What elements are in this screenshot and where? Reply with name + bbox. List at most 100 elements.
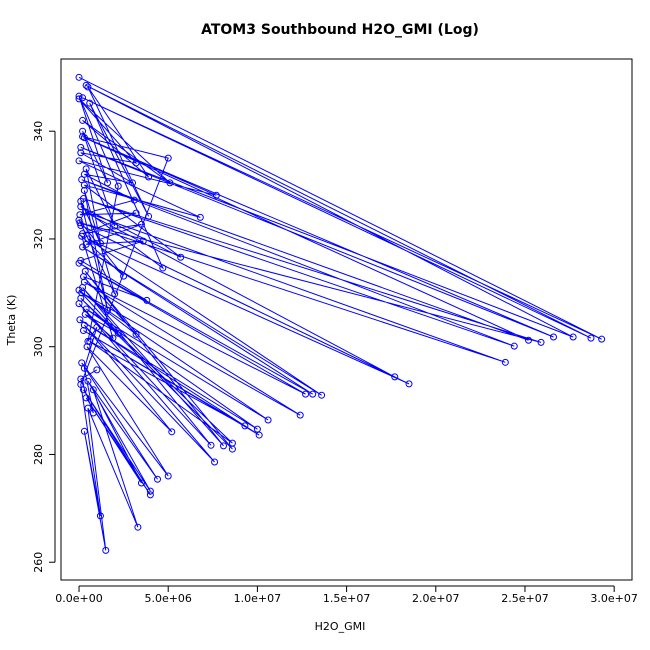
data-point xyxy=(75,300,83,308)
data-point xyxy=(134,523,142,531)
data-point xyxy=(96,512,104,520)
data-point xyxy=(79,327,87,335)
data-point xyxy=(79,127,87,135)
data-point xyxy=(139,237,147,245)
data-point xyxy=(146,487,154,495)
data-point xyxy=(129,179,137,187)
data-point xyxy=(143,296,151,304)
data-point xyxy=(537,338,545,346)
data-point xyxy=(241,422,249,430)
data-point xyxy=(78,176,86,184)
y-tick-label: 340 xyxy=(32,121,45,142)
data-point xyxy=(80,186,88,194)
data-point xyxy=(80,427,88,435)
data-point xyxy=(211,458,219,466)
data-point xyxy=(75,286,83,294)
data-point xyxy=(82,240,90,248)
data-point xyxy=(228,445,236,453)
x-tick-label: 2.0e+07 xyxy=(412,592,459,605)
data-point xyxy=(77,203,85,211)
data-point xyxy=(89,409,97,417)
plot-box xyxy=(60,58,633,581)
data-point xyxy=(78,359,86,367)
x-tick-label: 5.0e+06 xyxy=(144,592,191,605)
data-point xyxy=(550,333,558,341)
data-point xyxy=(76,316,84,324)
data-point xyxy=(587,334,595,342)
data-point xyxy=(132,209,140,217)
data-point xyxy=(80,321,88,329)
data-point xyxy=(75,95,83,103)
y-tick-label: 320 xyxy=(32,228,45,249)
data-point xyxy=(82,394,90,402)
data-point xyxy=(82,81,90,89)
data-point xyxy=(76,211,84,219)
data-point xyxy=(309,390,317,398)
x-axis-label: H2O_GMI xyxy=(315,620,366,633)
data-point xyxy=(120,272,128,280)
data-point xyxy=(569,333,577,341)
data-point xyxy=(80,134,88,142)
data-point xyxy=(84,404,92,412)
data-point xyxy=(177,253,185,261)
data-point xyxy=(137,220,145,228)
x-tick-label: 2.5e+07 xyxy=(501,592,548,605)
data-point xyxy=(77,197,85,205)
data-point xyxy=(78,232,86,240)
data-point xyxy=(77,257,85,265)
data-point xyxy=(75,216,83,224)
data-point xyxy=(146,491,154,499)
data-point xyxy=(264,416,272,424)
y-tick-label: 300 xyxy=(32,336,45,357)
data-point xyxy=(102,546,110,554)
data-point xyxy=(220,442,228,450)
data-point xyxy=(296,411,304,419)
data-point xyxy=(137,479,145,487)
data-point xyxy=(93,366,101,374)
data-point xyxy=(93,323,101,331)
data-point xyxy=(79,386,87,394)
data-point xyxy=(168,428,176,436)
data-point xyxy=(79,94,87,102)
data-point xyxy=(82,165,90,173)
data-point xyxy=(86,99,94,107)
data-point xyxy=(75,92,83,100)
data-point xyxy=(84,377,92,385)
data-point xyxy=(166,179,174,187)
data-point xyxy=(598,335,606,343)
data-point xyxy=(77,143,85,151)
data-point xyxy=(84,337,92,345)
data-point xyxy=(79,133,87,141)
data-point xyxy=(255,431,263,439)
data-point xyxy=(104,179,112,187)
data-point xyxy=(318,391,326,399)
data-point xyxy=(405,380,413,388)
series-line xyxy=(78,76,602,551)
data-point xyxy=(525,336,533,344)
data-point xyxy=(79,273,87,281)
data-point xyxy=(212,191,220,199)
data-point xyxy=(77,375,85,383)
data-point xyxy=(89,386,97,394)
chart-title: ATOM3 Southbound H2O_GMI (Log) xyxy=(201,22,479,38)
data-point xyxy=(81,310,89,318)
data-point xyxy=(302,390,310,398)
data-point xyxy=(77,380,85,388)
data-point xyxy=(109,334,117,342)
data-point xyxy=(80,364,88,372)
data-point xyxy=(111,222,119,230)
data-point xyxy=(510,342,518,350)
data-point xyxy=(130,196,138,204)
data-point xyxy=(81,208,89,216)
data-point xyxy=(196,213,204,221)
x-tick-label: 1.0e+07 xyxy=(234,592,281,605)
data-point xyxy=(145,212,153,220)
data-point xyxy=(82,305,90,313)
data-point xyxy=(114,329,122,337)
data-point xyxy=(154,475,162,483)
data-point xyxy=(84,83,92,91)
data-point xyxy=(104,306,112,314)
data-point xyxy=(207,441,215,449)
data-point xyxy=(164,472,172,480)
